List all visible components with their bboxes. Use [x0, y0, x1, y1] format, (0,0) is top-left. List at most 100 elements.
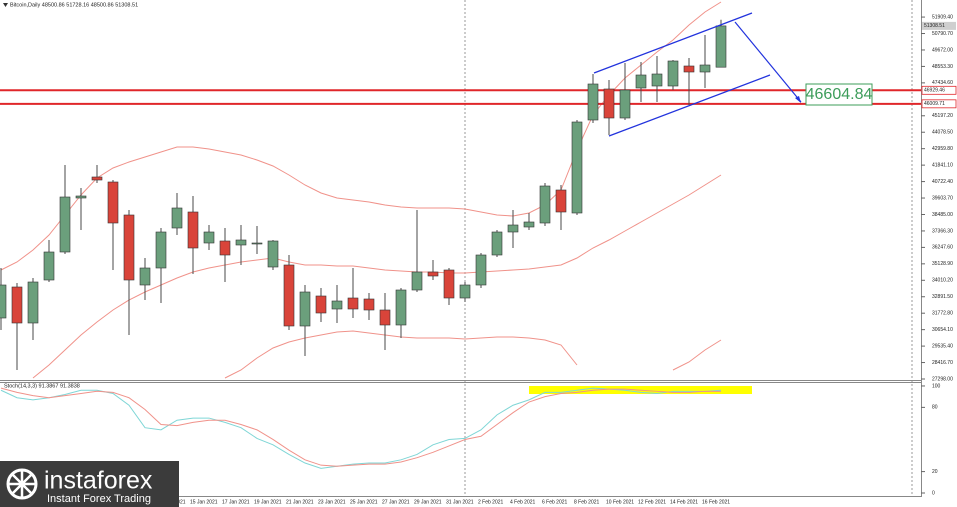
candle-body — [123, 214, 135, 281]
y-tick-label: 51909.40 — [932, 14, 953, 20]
candle-body — [555, 189, 567, 213]
last-price-label: 51308.51 — [924, 23, 945, 29]
candle-body — [715, 25, 727, 68]
x-tick-label: 2 Feb 2021 — [478, 499, 504, 505]
x-tick-label: 17 Jan 2021 — [222, 499, 250, 505]
candle-body — [459, 284, 471, 299]
x-tick-label: 23 Jan 2021 — [318, 499, 346, 505]
candle-body — [603, 88, 615, 119]
y-tick-label: 100 — [932, 383, 941, 389]
x-tick-label: 4 Feb 2021 — [510, 499, 536, 505]
candle-body — [379, 309, 391, 326]
candle-body — [315, 295, 327, 314]
level-label-box — [921, 85, 957, 95]
candle-body — [635, 74, 647, 89]
candle-body — [363, 298, 375, 311]
y-tick-label: 31772.80 — [932, 311, 953, 317]
y-tick-label: 37366.30 — [932, 228, 953, 234]
y-tick-label: 80 — [932, 405, 938, 411]
x-tick-label: 8 Feb 2021 — [574, 499, 600, 505]
channel-line — [608, 74, 771, 137]
candle-body — [571, 121, 583, 214]
level-label: 46929.46 — [924, 88, 945, 94]
candle-body — [155, 231, 167, 269]
y-tick-label: 36247.60 — [932, 245, 953, 251]
channel-line — [593, 12, 753, 74]
logo-name: instaforex — [44, 467, 153, 495]
indicator-line — [0, 387, 722, 469]
x-tick-label: 10 Feb 2021 — [606, 499, 634, 505]
last-price-box — [922, 21, 956, 30]
candle-body — [347, 297, 359, 310]
y-tick-label: 48553.30 — [932, 64, 953, 70]
x-tick-label: 16 Feb 2021 — [702, 499, 730, 505]
candle-body — [683, 65, 695, 73]
y-tick-label: 34010.20 — [932, 278, 953, 284]
y-tick-label: 20 — [932, 469, 938, 475]
y-tick-label: 0 — [932, 490, 935, 496]
y-tick-label: 28416.70 — [932, 360, 953, 366]
y-tick-label: 32891.50 — [932, 294, 953, 300]
band-line — [32, 174, 722, 379]
candle-body — [91, 176, 103, 181]
band-line — [0, 1, 722, 271]
chart-title: Bitcoin,Daily 48500.86 51728.16 48500.86… — [10, 2, 138, 8]
logo-tagline: Instant Forex Trading — [47, 493, 151, 505]
candle-body — [27, 281, 39, 324]
candle-body — [107, 181, 119, 224]
y-tick-label: 45197.20 — [932, 113, 953, 119]
candle-body — [251, 242, 263, 245]
candle-body — [699, 64, 711, 73]
candle-body — [587, 83, 599, 121]
candle-body — [0, 284, 7, 319]
y-tick-label: 47434.60 — [932, 80, 953, 86]
candle-body — [523, 221, 535, 228]
projection-arrow — [734, 21, 802, 103]
candle-body — [267, 240, 279, 268]
candle-body — [427, 271, 439, 277]
candle-body — [507, 224, 519, 233]
candle-body — [59, 196, 71, 253]
candle-body — [331, 300, 343, 310]
y-tick-label: 50790.70 — [932, 31, 953, 37]
candle-body — [651, 73, 663, 87]
candle-body — [235, 239, 247, 246]
x-tick-label: 25 Jan 2021 — [350, 499, 378, 505]
candle-body — [443, 269, 455, 299]
x-tick-label: 14 Feb 2021 — [670, 499, 698, 505]
annotation-box — [805, 83, 873, 106]
y-tick-label: 27298.00 — [932, 376, 953, 382]
candle-body — [395, 289, 407, 326]
x-tick-label: 27 Jan 2021 — [382, 499, 410, 505]
candle-body — [187, 211, 199, 249]
candle-body — [667, 60, 679, 87]
candle-body — [43, 251, 55, 281]
logo-icon — [8, 470, 36, 498]
y-tick-label: 30654.10 — [932, 327, 953, 333]
y-tick-label: 39603.70 — [932, 195, 953, 201]
x-tick-label: 21 Jan 2021 — [286, 499, 314, 505]
x-tick-label: 6 Feb 2021 — [542, 499, 568, 505]
candle-body — [299, 291, 311, 327]
candle-body — [539, 185, 551, 224]
candle-body — [203, 231, 215, 244]
candle-body — [75, 195, 87, 199]
arrow-head — [795, 96, 801, 103]
x-tick-label: 31 Jan 2021 — [446, 499, 474, 505]
y-tick-label: 38485.00 — [932, 212, 953, 218]
indicator-title: Stoch(14,3,3) 91.3867 91.3838 — [4, 383, 80, 389]
level-label: 46009.71 — [924, 101, 945, 107]
x-tick-label: 19 Jan 2021 — [254, 499, 282, 505]
candle-body — [411, 271, 423, 291]
band-line — [672, 339, 722, 371]
y-tick-label: 44078.50 — [932, 130, 953, 136]
candle-body — [619, 89, 631, 119]
x-tick-label: 29 Jan 2021 — [414, 499, 442, 505]
y-tick-label: 49672.00 — [932, 47, 953, 53]
y-tick-label: 41841.10 — [932, 162, 953, 168]
candle-body — [139, 267, 151, 286]
indicator-line — [0, 387, 721, 467]
drawings: 46604.84 — [593, 12, 873, 137]
candle-body — [475, 254, 487, 286]
